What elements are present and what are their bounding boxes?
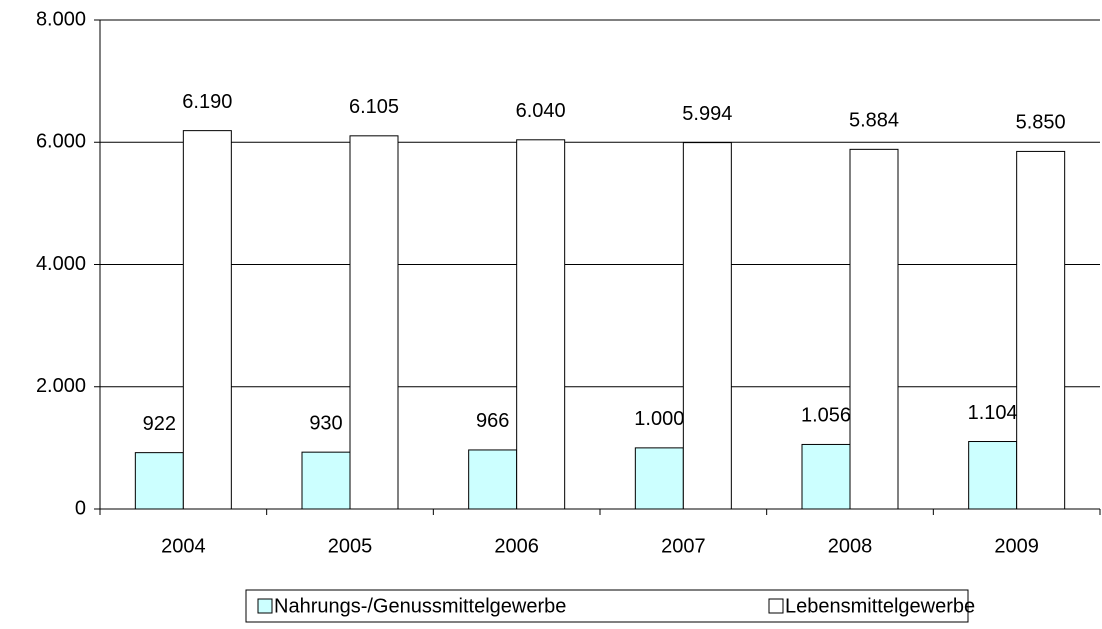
value-label: 6.190 bbox=[182, 91, 232, 113]
value-label: 6.105 bbox=[349, 96, 399, 118]
legend-label: Nahrungs-/Genussmittelgewerbe bbox=[274, 595, 566, 617]
legend-label: Lebensmittelgewerbe bbox=[785, 595, 975, 617]
y-tick-label: 4.000 bbox=[36, 253, 86, 275]
y-tick-label: 8.000 bbox=[36, 8, 86, 30]
y-tick-label: 6.000 bbox=[36, 131, 86, 153]
bar bbox=[849, 148, 899, 510]
x-tick-label: 2005 bbox=[328, 535, 373, 557]
value-label: 1.000 bbox=[634, 408, 684, 430]
value-label: 922 bbox=[143, 413, 176, 435]
bar bbox=[182, 130, 232, 510]
x-tick-label: 2009 bbox=[994, 535, 1039, 557]
legend-swatch bbox=[768, 598, 784, 614]
bar bbox=[301, 451, 351, 510]
value-label: 1.104 bbox=[968, 402, 1018, 424]
bar bbox=[968, 441, 1018, 510]
value-label: 6.040 bbox=[516, 100, 566, 122]
bar bbox=[516, 139, 566, 510]
legend-swatch bbox=[257, 598, 273, 614]
x-tick-label: 2006 bbox=[494, 535, 539, 557]
value-label: 966 bbox=[476, 410, 509, 432]
bar bbox=[1016, 150, 1066, 510]
bar bbox=[349, 135, 399, 510]
value-label: 5.884 bbox=[849, 110, 899, 132]
x-tick-label: 2007 bbox=[661, 535, 706, 557]
value-label: 1.056 bbox=[801, 405, 851, 427]
bar bbox=[468, 449, 518, 510]
y-tick-label: 0 bbox=[75, 497, 86, 519]
x-tick-label: 2004 bbox=[161, 535, 206, 557]
bar bbox=[134, 452, 184, 510]
bar bbox=[801, 443, 851, 510]
bar bbox=[634, 447, 684, 510]
x-tick-label: 2008 bbox=[828, 535, 873, 557]
legend-box bbox=[245, 589, 969, 623]
bar bbox=[682, 142, 732, 510]
y-tick-label: 2.000 bbox=[36, 375, 86, 397]
value-label: 5.994 bbox=[682, 103, 732, 125]
value-label: 930 bbox=[309, 412, 342, 434]
value-label: 5.850 bbox=[1016, 112, 1066, 134]
